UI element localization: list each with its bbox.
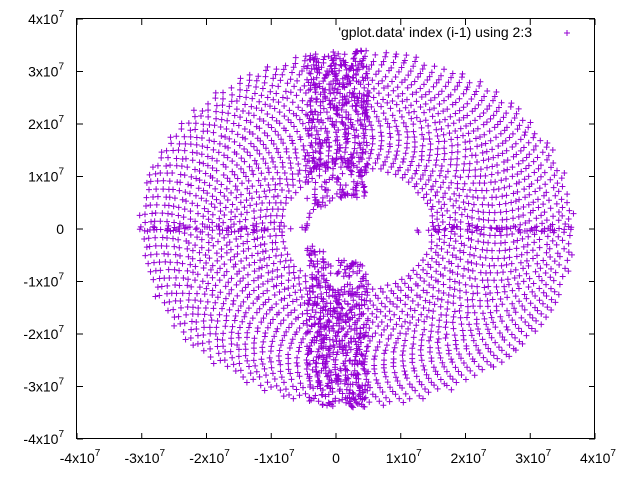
tick-exponent: 7 <box>58 62 64 73</box>
tick-mantissa: 2x10 <box>451 450 482 466</box>
tick-exponent: 7 <box>481 448 487 459</box>
data-point-group <box>304 47 372 409</box>
tick-label: -2x107 <box>189 448 230 466</box>
data-point-group <box>175 78 535 374</box>
tick-mantissa: 3x10 <box>28 64 59 80</box>
plot-frame <box>76 18 595 439</box>
data-point-group <box>185 89 524 369</box>
tick-mantissa: -2x10 <box>23 326 58 342</box>
tick-label: 4x107 <box>580 448 616 466</box>
tick-exponent: 7 <box>416 448 422 459</box>
tick-label: 2x107 <box>28 114 64 132</box>
tick-label: 3x107 <box>28 62 64 80</box>
tick-label: 3x107 <box>515 448 551 466</box>
data-point-group <box>198 97 510 360</box>
legend: 'gplot.data' index (i-1) using 2:3 <box>338 24 570 40</box>
tick-mantissa: 1x10 <box>28 169 59 185</box>
tick-exponent: 7 <box>224 448 230 459</box>
tick-mantissa: 0 <box>332 450 340 466</box>
legend-label: 'gplot.data' index (i-1) using 2:3 <box>338 24 532 40</box>
tick-exponent: 7 <box>289 448 295 459</box>
tick-label: 1x107 <box>386 448 422 466</box>
data-point-group <box>303 48 372 410</box>
tick-label: 1x107 <box>28 167 64 185</box>
tick-label: -3x107 <box>23 377 64 395</box>
tick-label: -2x107 <box>23 324 64 342</box>
tick-mantissa: 0 <box>56 221 64 237</box>
tick-mantissa: -4x10 <box>60 450 95 466</box>
tick-exponent: 7 <box>610 448 616 459</box>
tick-label: -4x107 <box>60 448 101 466</box>
data-point-group <box>232 125 476 328</box>
tick-exponent: 7 <box>58 9 64 20</box>
tick-mantissa: 2x10 <box>28 116 59 132</box>
legend-marker <box>564 30 570 36</box>
tick-exponent: 7 <box>58 272 64 283</box>
legend-plus-icon <box>564 30 570 36</box>
tick-mantissa: -4x10 <box>23 431 58 447</box>
tick-mantissa: 3x10 <box>515 450 546 466</box>
tick-label: 0 <box>56 221 64 237</box>
tick-labels: -4x107 -3x107 -2x107 -1x107 0 1x107 2x107 3x107… <box>23 9 616 466</box>
tick-exponent: 7 <box>159 448 165 459</box>
tick-exponent: 7 <box>58 324 64 335</box>
tick-exponent: 7 <box>95 448 101 459</box>
tick-mantissa: 4x10 <box>580 450 611 466</box>
tick-exponent: 7 <box>546 448 552 459</box>
tick-exponent: 7 <box>58 114 64 125</box>
tick-mantissa: -3x10 <box>124 450 159 466</box>
tick-exponent: 7 <box>58 377 64 388</box>
tick-label: 0 <box>332 450 340 466</box>
tick-exponent: 7 <box>58 167 64 178</box>
tick-exponent: 7 <box>58 429 64 440</box>
data-point-group <box>136 48 574 405</box>
data-point-group <box>157 65 557 394</box>
tick-label: -1x107 <box>23 272 64 290</box>
tick-mantissa: 1x10 <box>386 450 417 466</box>
data-point-group <box>145 55 563 398</box>
tick-mantissa: -1x10 <box>254 450 289 466</box>
tick-mantissa: 4x10 <box>28 11 59 27</box>
tick-label: -4x107 <box>23 429 64 447</box>
tick-mantissa: -2x10 <box>189 450 224 466</box>
tick-label: -1x107 <box>254 448 295 466</box>
tick-label: 2x107 <box>451 448 487 466</box>
tick-label: -3x107 <box>124 448 165 466</box>
tick-label: 4x107 <box>28 9 64 27</box>
data-points-layer <box>136 47 577 411</box>
tick-mantissa: -3x10 <box>23 379 58 395</box>
tick-mantissa: -1x10 <box>23 274 58 290</box>
